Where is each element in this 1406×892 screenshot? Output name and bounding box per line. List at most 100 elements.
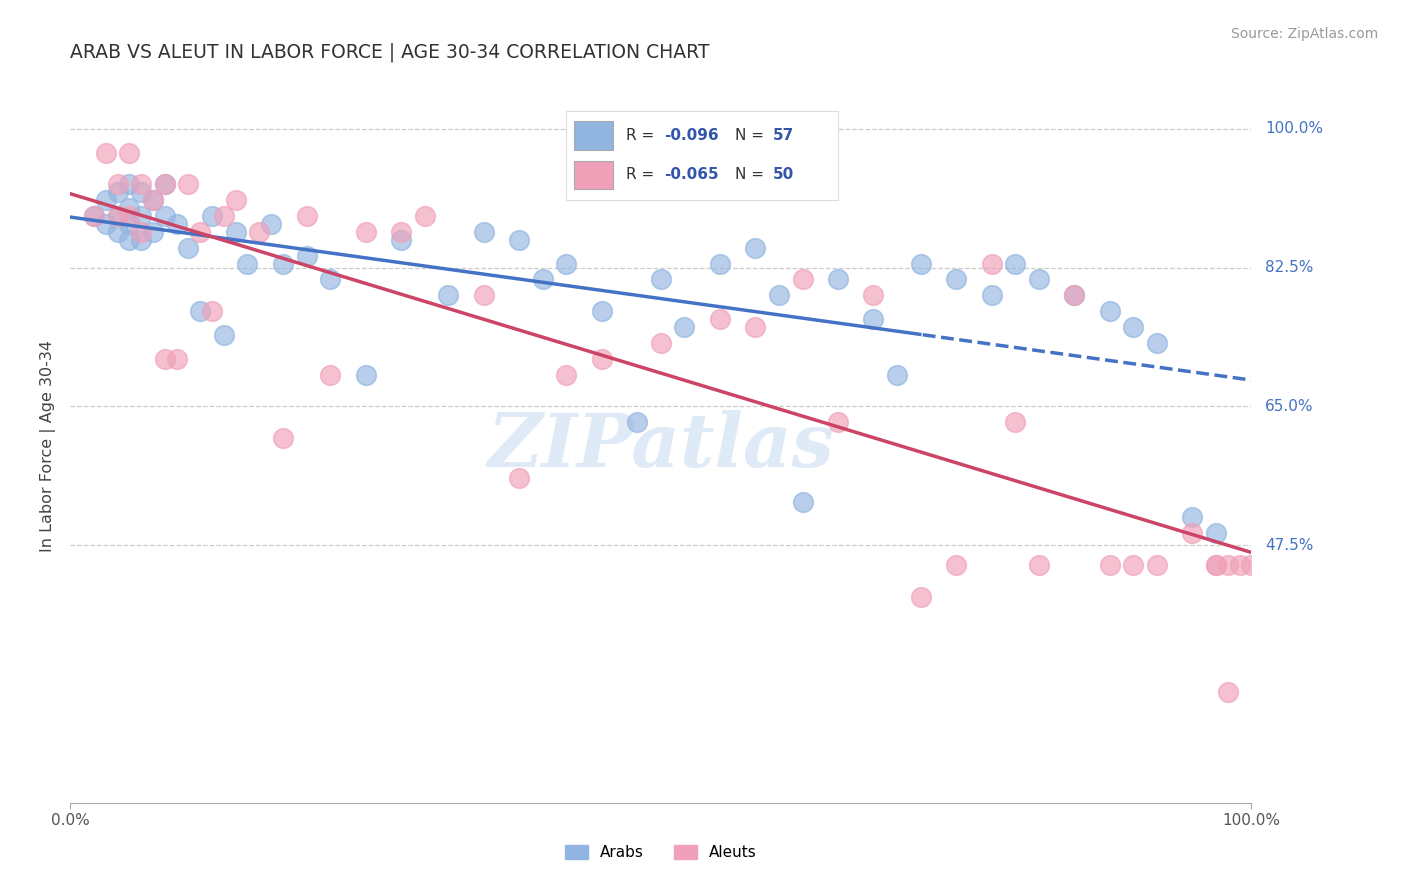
Point bbox=[271, 257, 294, 271]
Point bbox=[673, 320, 696, 334]
Point bbox=[212, 209, 235, 223]
Point bbox=[1063, 288, 1085, 302]
Point bbox=[118, 217, 141, 231]
Text: 50: 50 bbox=[773, 168, 794, 182]
Point bbox=[1146, 335, 1168, 350]
Point bbox=[94, 193, 117, 207]
Point bbox=[709, 257, 731, 271]
Point bbox=[650, 335, 672, 350]
Text: 57: 57 bbox=[773, 128, 794, 143]
Point bbox=[1216, 685, 1239, 699]
Point bbox=[129, 186, 152, 200]
Bar bbox=[575, 161, 613, 189]
Text: 47.5%: 47.5% bbox=[1265, 538, 1313, 553]
Point bbox=[792, 494, 814, 508]
Point bbox=[472, 288, 495, 302]
Point bbox=[188, 225, 211, 239]
Point bbox=[1004, 415, 1026, 429]
Point bbox=[508, 471, 530, 485]
Point bbox=[212, 328, 235, 343]
Point bbox=[980, 288, 1002, 302]
Point bbox=[107, 178, 129, 192]
Point bbox=[118, 145, 141, 160]
Text: 65.0%: 65.0% bbox=[1265, 399, 1313, 414]
Text: N =: N = bbox=[735, 128, 769, 143]
Point bbox=[247, 225, 270, 239]
Point bbox=[910, 590, 932, 604]
Point bbox=[945, 272, 967, 286]
Point bbox=[354, 368, 377, 382]
Point bbox=[118, 178, 141, 192]
Point bbox=[166, 217, 188, 231]
Point bbox=[177, 178, 200, 192]
Point bbox=[129, 209, 152, 223]
Text: 100.0%: 100.0% bbox=[1265, 121, 1323, 136]
Point bbox=[83, 209, 105, 223]
Text: -0.096: -0.096 bbox=[664, 128, 718, 143]
Point bbox=[591, 351, 613, 366]
Point bbox=[945, 558, 967, 572]
Point bbox=[107, 209, 129, 223]
Point bbox=[744, 241, 766, 255]
Point bbox=[153, 178, 176, 192]
Point bbox=[94, 145, 117, 160]
Point bbox=[354, 225, 377, 239]
Text: ARAB VS ALEUT IN LABOR FORCE | AGE 30-34 CORRELATION CHART: ARAB VS ALEUT IN LABOR FORCE | AGE 30-34… bbox=[70, 43, 710, 62]
Point bbox=[107, 186, 129, 200]
Point bbox=[1205, 558, 1227, 572]
Point bbox=[980, 257, 1002, 271]
Point bbox=[201, 209, 224, 223]
Point bbox=[236, 257, 259, 271]
Point bbox=[1063, 288, 1085, 302]
Text: 82.5%: 82.5% bbox=[1265, 260, 1313, 275]
Point bbox=[153, 178, 176, 192]
Point bbox=[1122, 558, 1144, 572]
Text: -0.065: -0.065 bbox=[664, 168, 718, 182]
Point bbox=[910, 257, 932, 271]
Text: R =: R = bbox=[626, 128, 659, 143]
Text: N =: N = bbox=[735, 168, 769, 182]
Point bbox=[792, 272, 814, 286]
Legend: Arabs, Aleuts: Arabs, Aleuts bbox=[558, 839, 763, 866]
Point bbox=[142, 193, 165, 207]
Point bbox=[1122, 320, 1144, 334]
Point bbox=[107, 209, 129, 223]
Text: R =: R = bbox=[626, 168, 659, 182]
Point bbox=[1240, 558, 1263, 572]
Point bbox=[271, 431, 294, 445]
Point bbox=[862, 312, 884, 326]
Point bbox=[153, 351, 176, 366]
Point bbox=[1216, 558, 1239, 572]
Point bbox=[555, 368, 578, 382]
Point bbox=[508, 233, 530, 247]
Y-axis label: In Labor Force | Age 30-34: In Labor Force | Age 30-34 bbox=[41, 340, 56, 552]
Point bbox=[472, 225, 495, 239]
Point bbox=[413, 209, 436, 223]
Point bbox=[1028, 272, 1050, 286]
Point bbox=[389, 233, 412, 247]
Point bbox=[768, 288, 790, 302]
Point bbox=[591, 304, 613, 318]
Point bbox=[1004, 257, 1026, 271]
Point bbox=[177, 241, 200, 255]
Point bbox=[225, 225, 247, 239]
Point bbox=[295, 249, 318, 263]
Text: Source: ZipAtlas.com: Source: ZipAtlas.com bbox=[1230, 27, 1378, 41]
Point bbox=[260, 217, 283, 231]
Point bbox=[319, 272, 342, 286]
Point bbox=[1028, 558, 1050, 572]
Point bbox=[201, 304, 224, 318]
Point bbox=[142, 225, 165, 239]
Point bbox=[1098, 558, 1121, 572]
Point bbox=[295, 209, 318, 223]
Point bbox=[626, 415, 648, 429]
Point bbox=[862, 288, 884, 302]
Point bbox=[166, 351, 188, 366]
Point bbox=[886, 368, 908, 382]
Point bbox=[153, 209, 176, 223]
Point bbox=[129, 178, 152, 192]
Point bbox=[1205, 526, 1227, 541]
Point bbox=[1181, 526, 1204, 541]
Point bbox=[129, 233, 152, 247]
Point bbox=[555, 257, 578, 271]
